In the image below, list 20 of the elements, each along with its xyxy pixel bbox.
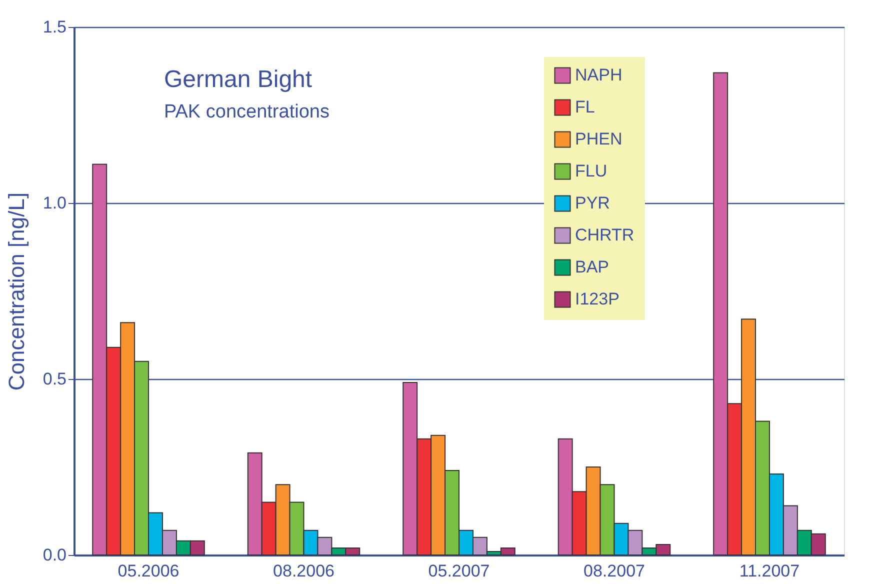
legend-label: NAPH xyxy=(575,66,622,84)
legend-label: I123P xyxy=(575,290,620,308)
legend-label: FLU xyxy=(575,162,608,180)
x-tick-label: 05.2007 xyxy=(428,562,490,580)
text: PAK concentrations xyxy=(164,101,330,122)
legend-label: FL xyxy=(575,98,595,116)
y-tick-label: 0.5 xyxy=(42,370,66,388)
text: German Bight xyxy=(164,66,312,93)
legend-label: CHRTR xyxy=(575,226,634,244)
x-tick-label: 05.2006 xyxy=(118,562,180,580)
legend-label: PHEN xyxy=(575,130,622,148)
y-axis-title: Concentration [ng/L] xyxy=(4,192,29,391)
y-tick-label: 1.0 xyxy=(42,194,66,212)
y-tick-label: 1.5 xyxy=(42,18,66,36)
legend-label: BAP xyxy=(575,258,610,276)
x-tick-label: 08.2007 xyxy=(584,562,645,580)
legend-label: PYR xyxy=(575,194,610,212)
x-tick-label: 08.2006 xyxy=(273,562,334,580)
x-tick-label: 11.2007 xyxy=(739,562,800,580)
y-tick-label: 0.0 xyxy=(42,546,66,564)
